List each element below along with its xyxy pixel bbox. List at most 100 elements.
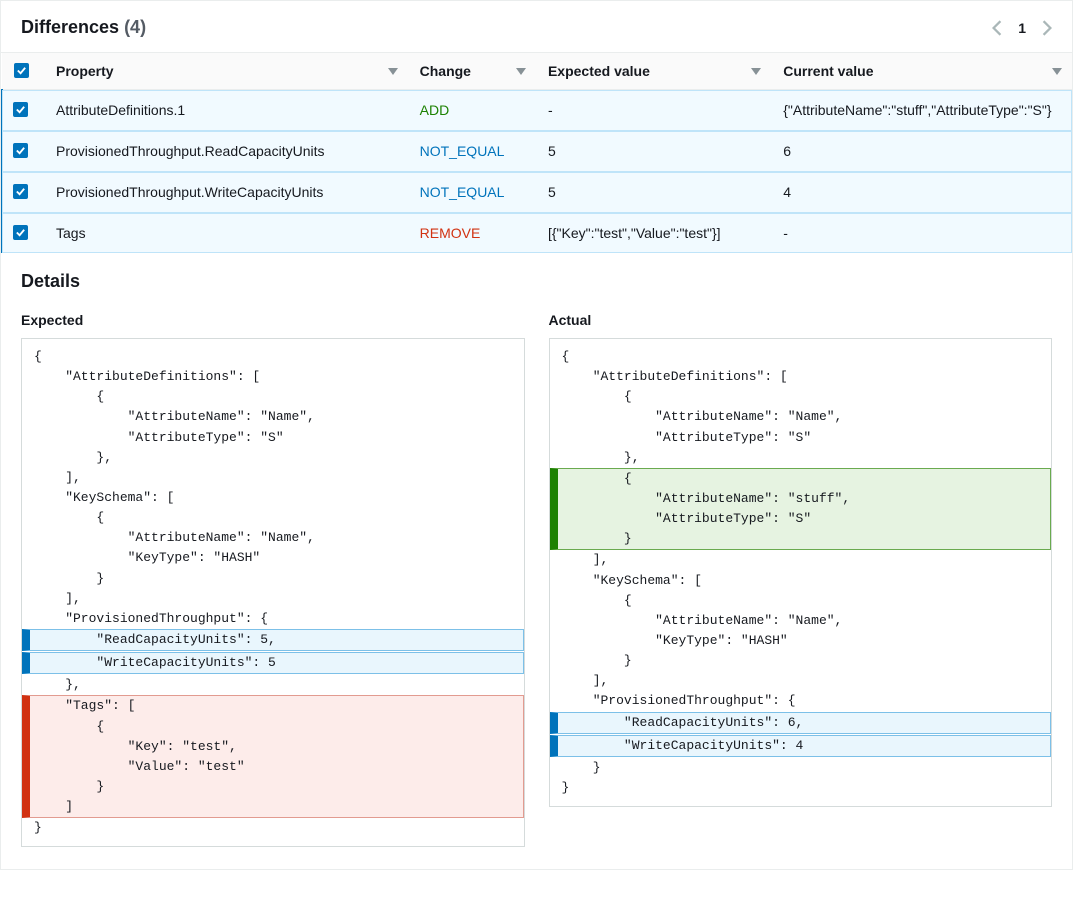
row-checkbox-cell[interactable] [2, 213, 44, 254]
code-line: "WriteCapacityUnits": 5 [22, 652, 524, 674]
code-line: "AttributeName": "stuff", [558, 489, 1051, 509]
row-checkbox[interactable] [13, 102, 28, 117]
expected-cell: - [536, 90, 771, 131]
row-checkbox[interactable] [13, 225, 28, 240]
code-line: ], [550, 550, 1052, 570]
code-line: { [550, 387, 1052, 407]
pager: 1 [992, 20, 1052, 36]
row-checkbox[interactable] [13, 143, 28, 158]
current-cell: - [771, 213, 1071, 254]
pager-prev-icon[interactable] [992, 20, 1002, 36]
column-header-change[interactable]: Change [408, 53, 536, 90]
column-header-expected-label: Expected value [548, 63, 650, 79]
property-cell: ProvisionedThroughput.WriteCapacityUnits [44, 172, 408, 213]
panel-header: Differences (4) 1 [1, 1, 1072, 53]
current-cell: 4 [771, 172, 1071, 213]
pager-page-number: 1 [1018, 20, 1026, 36]
property-cell: Tags [44, 213, 408, 254]
code-line: "KeyType": "HASH" [22, 548, 524, 568]
column-header-property-label: Property [56, 63, 114, 79]
code-line: "WriteCapacityUnits": 4 [550, 735, 1052, 757]
title-text: Differences [21, 17, 119, 37]
code-line: "AttributeDefinitions": [ [22, 367, 524, 387]
code-line: { [22, 347, 524, 367]
code-line: "AttributeName": "Name", [22, 528, 524, 548]
code-line: }, [550, 448, 1052, 468]
code-line: "AttributeType": "S" [550, 428, 1052, 448]
row-checkbox-cell[interactable] [2, 131, 44, 172]
current-cell: 6 [771, 131, 1071, 172]
title-count: (4) [124, 17, 146, 37]
code-line: "Tags": [ [30, 696, 523, 716]
code-line: } [22, 569, 524, 589]
code-line: "Key": "test", [30, 737, 523, 757]
expected-cell: 5 [536, 172, 771, 213]
diff-block-added: { "AttributeName": "stuff", "AttributeTy… [550, 468, 1052, 551]
column-header-property[interactable]: Property [44, 53, 408, 90]
code-line: ], [22, 589, 524, 609]
code-line: ], [22, 468, 524, 488]
code-line: ] [30, 797, 523, 817]
sort-icon [751, 66, 761, 76]
diff-block-changed: "ReadCapacityUnits": 5, "WriteCapacityUn… [22, 629, 524, 674]
expected-code-box: { "AttributeDefinitions": [ { "Attribute… [21, 338, 525, 847]
sort-icon [388, 66, 398, 76]
panel-title: Differences (4) [21, 17, 146, 38]
code-line: } [550, 778, 1052, 798]
select-all-header[interactable] [2, 53, 44, 90]
column-header-current-label: Current value [783, 63, 873, 79]
code-line: "AttributeName": "Name", [550, 407, 1052, 427]
expected-label: Expected [21, 312, 525, 328]
row-checkbox-cell[interactable] [2, 172, 44, 213]
property-cell: AttributeDefinitions.1 [44, 90, 408, 131]
code-line: { [550, 591, 1052, 611]
table-row[interactable]: AttributeDefinitions.1ADD-{"AttributeNam… [2, 90, 1072, 131]
select-all-checkbox[interactable] [14, 63, 29, 78]
code-line: } [550, 651, 1052, 671]
column-header-expected[interactable]: Expected value [536, 53, 771, 90]
code-line: "AttributeType": "S" [22, 428, 524, 448]
code-line: { [22, 508, 524, 528]
row-checkbox-cell[interactable] [2, 90, 44, 131]
code-line: "ReadCapacityUnits": 6, [550, 712, 1052, 734]
code-line: { [558, 469, 1051, 489]
sort-icon [1052, 66, 1062, 76]
details-grid: Expected { "AttributeDefinitions": [ { "… [1, 298, 1072, 869]
code-line: { [30, 717, 523, 737]
actual-code-box: { "AttributeDefinitions": [ { "Attribute… [549, 338, 1053, 807]
column-header-current[interactable]: Current value [771, 53, 1071, 90]
code-line: { [22, 387, 524, 407]
code-line: "KeySchema": [ [550, 571, 1052, 591]
change-cell: NOT_EQUAL [408, 172, 536, 213]
code-line: } [558, 529, 1051, 549]
actual-column: Actual { "AttributeDefinitions": [ { "At… [549, 300, 1053, 847]
table-row[interactable]: TagsREMOVE[{"Key":"test","Value":"test"}… [2, 213, 1072, 254]
code-line: } [550, 758, 1052, 778]
pager-next-icon[interactable] [1042, 20, 1052, 36]
code-line: }, [22, 675, 524, 695]
sort-icon [516, 66, 526, 76]
change-cell: REMOVE [408, 213, 536, 254]
code-line: "KeySchema": [ [22, 488, 524, 508]
row-checkbox[interactable] [13, 184, 28, 199]
code-line: }, [22, 448, 524, 468]
code-line: "ProvisionedThroughput": { [22, 609, 524, 629]
expected-column: Expected { "AttributeDefinitions": [ { "… [21, 300, 525, 847]
current-cell: {"AttributeName":"stuff","AttributeType"… [771, 90, 1071, 131]
details-title: Details [1, 253, 1072, 298]
table-row[interactable]: ProvisionedThroughput.WriteCapacityUnits… [2, 172, 1072, 213]
code-line: } [30, 777, 523, 797]
code-line: { [550, 347, 1052, 367]
code-line: } [22, 818, 524, 838]
expected-cell: [{"Key":"test","Value":"test"}] [536, 213, 771, 254]
column-header-change-label: Change [420, 63, 471, 79]
diff-block-removed: "Tags": [ { "Key": "test", "Value": "tes… [22, 695, 524, 818]
code-line: "ReadCapacityUnits": 5, [22, 629, 524, 651]
code-line: "AttributeName": "Name", [550, 611, 1052, 631]
code-line: "ProvisionedThroughput": { [550, 691, 1052, 711]
change-cell: ADD [408, 90, 536, 131]
table-row[interactable]: ProvisionedThroughput.ReadCapacityUnitsN… [2, 131, 1072, 172]
code-line: "AttributeType": "S" [558, 509, 1051, 529]
diff-block-changed: "ReadCapacityUnits": 6, "WriteCapacityUn… [550, 712, 1052, 757]
code-line: "KeyType": "HASH" [550, 631, 1052, 651]
